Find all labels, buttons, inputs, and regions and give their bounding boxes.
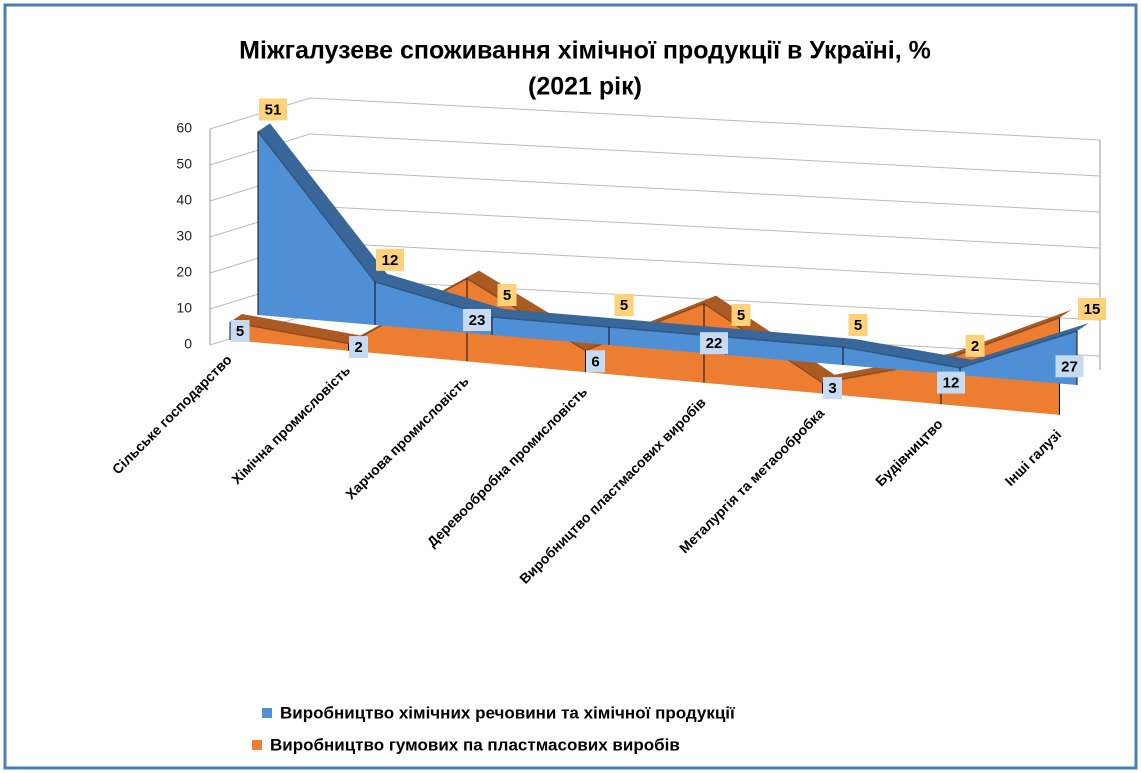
data-label: 12 xyxy=(943,375,960,392)
data-label: 22 xyxy=(706,335,723,352)
data-label-box xyxy=(230,320,250,342)
data-label-box xyxy=(937,371,965,394)
data-label: 5 xyxy=(620,297,628,314)
data-label-box xyxy=(259,98,287,121)
chart-title: (2021 рік) xyxy=(528,73,642,101)
data-label-box xyxy=(823,377,842,400)
data-label-box xyxy=(497,284,517,306)
data-label-box xyxy=(586,350,605,373)
data-label-box xyxy=(1055,355,1084,378)
data-label-box xyxy=(349,336,368,359)
legend-swatch xyxy=(262,708,272,718)
data-label-box xyxy=(614,294,634,316)
data-label: 5 xyxy=(737,307,745,324)
data-label-box xyxy=(965,334,985,357)
data-label: 27 xyxy=(1061,358,1078,375)
grid-line xyxy=(209,169,1101,213)
area-fill xyxy=(258,131,1077,385)
area-depth xyxy=(258,123,1089,368)
data-label-box xyxy=(700,332,728,355)
legend-label: Виробництво хімічних речовини та хімічно… xyxy=(280,703,736,722)
data-label-box xyxy=(731,304,751,326)
data-label: 5 xyxy=(854,317,862,334)
data-label: 15 xyxy=(1084,301,1101,318)
data-label: 12 xyxy=(382,252,399,269)
y-tick-label: 20 xyxy=(176,264,192,280)
y-tick-label: 10 xyxy=(176,300,192,316)
grid-line xyxy=(209,97,1101,141)
data-label: 2 xyxy=(354,339,362,356)
y-tick-label: 40 xyxy=(176,192,192,208)
y-tick-label: 0 xyxy=(184,336,192,352)
data-label-box xyxy=(848,314,868,336)
data-label: 51 xyxy=(265,101,282,118)
y-tick-label: 60 xyxy=(176,120,192,136)
data-label: 23 xyxy=(469,312,486,329)
grid-line xyxy=(209,133,1101,177)
y-tick-label: 50 xyxy=(176,156,192,172)
data-label: 5 xyxy=(236,323,244,340)
legend-swatch xyxy=(252,740,262,750)
data-label-box xyxy=(463,309,491,331)
data-label-box xyxy=(1078,298,1106,320)
data-label: 6 xyxy=(591,353,599,370)
data-label: 5 xyxy=(503,287,511,304)
data-label: 2 xyxy=(971,338,979,355)
legend-label: Виробництво гумових па пластмасових виро… xyxy=(270,735,680,754)
chart-title: Міжгалузеве споживання хімічної продукці… xyxy=(239,37,931,65)
y-tick-label: 30 xyxy=(176,228,192,244)
data-label-box xyxy=(376,248,404,271)
area-line xyxy=(257,130,1078,369)
data-label: 3 xyxy=(828,380,836,397)
